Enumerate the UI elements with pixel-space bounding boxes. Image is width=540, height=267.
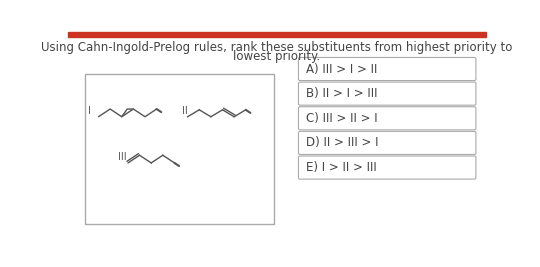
Text: A) III > I > II: A) III > I > II — [306, 62, 377, 76]
Text: III: III — [118, 152, 126, 162]
Bar — [68, 32, 486, 37]
FancyBboxPatch shape — [299, 156, 476, 179]
Text: II: II — [182, 105, 188, 116]
Text: E) I > II > III: E) I > II > III — [306, 161, 377, 174]
Text: C) III > II > I: C) III > II > I — [306, 112, 378, 125]
FancyBboxPatch shape — [299, 82, 476, 105]
Text: D) II > III > I: D) II > III > I — [306, 136, 379, 150]
Text: I: I — [87, 105, 91, 116]
FancyBboxPatch shape — [299, 57, 476, 81]
FancyBboxPatch shape — [85, 74, 274, 224]
Text: lowest priority.: lowest priority. — [233, 50, 320, 63]
FancyBboxPatch shape — [299, 131, 476, 155]
FancyBboxPatch shape — [299, 107, 476, 130]
Text: B) II > I > III: B) II > I > III — [306, 87, 377, 100]
Text: Using Cahn-Ingold-Prelog rules, rank these substituents from highest priority to: Using Cahn-Ingold-Prelog rules, rank the… — [41, 41, 512, 54]
